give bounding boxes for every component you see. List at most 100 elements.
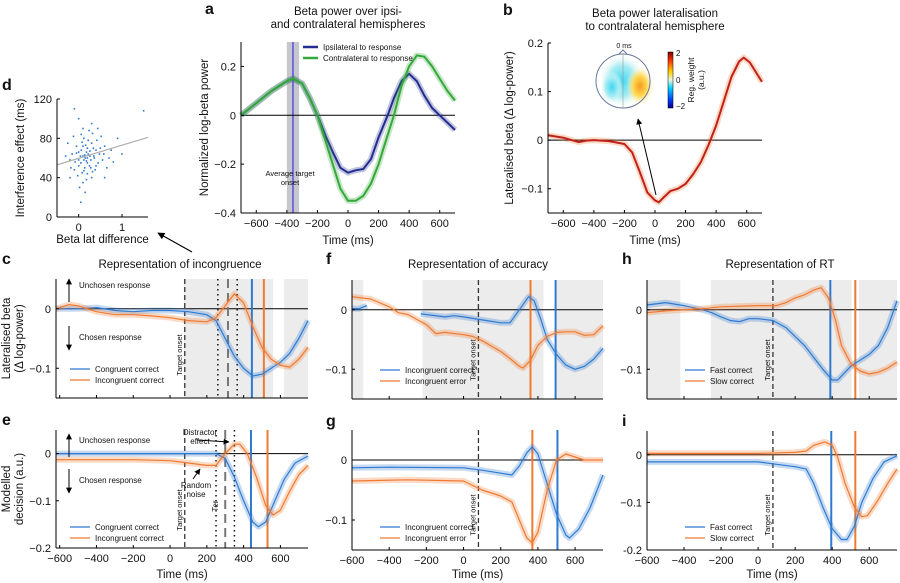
scatter-point: [88, 165, 91, 167]
colorbar-tick: −2: [676, 102, 686, 111]
scatter-point: [73, 108, 76, 110]
series-error-band: [647, 453, 899, 543]
panel-title: Representation of accuracy: [408, 259, 548, 271]
scatter-point: [121, 153, 123, 155]
x-tick-label: 400: [823, 555, 841, 567]
scatter-point: [71, 153, 73, 155]
y-tick-label: 0: [636, 305, 642, 317]
legend-label: Contralateral to response: [323, 54, 413, 63]
x-tick-label: −400: [84, 553, 109, 565]
panel-label-a: a: [205, 1, 214, 18]
x-tick-label: 200: [198, 553, 216, 565]
scatter-point: [90, 122, 93, 125]
scatter-point: [142, 110, 145, 112]
series-error-band: [239, 52, 458, 204]
scatter-point: [80, 149, 83, 151]
scatter-point: [103, 145, 106, 147]
scatter-point: [85, 178, 88, 181]
scatter-point: [80, 162, 82, 164]
x-tick-label: −600: [551, 218, 576, 230]
scatter-point: [72, 135, 75, 138]
scatter-point: [64, 155, 67, 157]
scatter-point: [110, 149, 112, 151]
scatter-point: [86, 157, 89, 159]
scatter-point: [97, 162, 99, 164]
annotation-random-noise: noise: [186, 490, 206, 499]
scatter-point: [85, 160, 88, 162]
significance-shading: [710, 280, 852, 399]
x-tick-label: −200: [121, 553, 146, 565]
y-tick-label: 0: [46, 212, 52, 224]
annotation-unchosen-response: Unchosen response: [79, 281, 151, 290]
scatter-point: [69, 159, 71, 161]
panel-label-g: g: [326, 413, 336, 430]
x-tick-label: 400: [707, 218, 725, 230]
panel-title: to contralateral hemisphere: [585, 21, 724, 33]
significance-shading: [859, 280, 897, 399]
y-tick-label: −0.1: [521, 184, 543, 196]
annotation-target-onset: Target onset: [468, 338, 477, 380]
series-line-0: [351, 446, 604, 539]
panel-g: g Incongruent correct Incongruent error −60…: [325, 413, 606, 581]
scatter-point: [86, 147, 89, 149]
x-tick-label: 600: [738, 218, 756, 230]
scatter-point: [90, 142, 93, 145]
x-tick-label: 400: [234, 553, 252, 565]
scatter-point: [75, 152, 78, 154]
y-axis-label: decision (a.u.): [14, 453, 26, 525]
legend-label: Congruent correct: [95, 523, 160, 532]
x-tick-label: 600: [566, 555, 584, 567]
scatter-point: [85, 151, 88, 153]
legend-label: Fast correct: [710, 366, 753, 375]
significance-shading: [647, 280, 681, 399]
panel-title: and contralateral hemispheres: [271, 19, 426, 31]
scatter-point: [88, 129, 90, 132]
x-axis-label: Time (ms): [156, 569, 207, 581]
legend-label: Slow correct: [710, 377, 755, 386]
x-axis-label: Time (ms): [322, 235, 373, 247]
scatter-point: [92, 147, 95, 149]
x-tick-label: −600: [340, 555, 365, 567]
y-tick-label: 0.2: [221, 61, 236, 73]
significance-shading: [352, 280, 364, 399]
scatter-point: [87, 139, 89, 142]
panel-e: e Congruent correct Incongruent correct −60…: [1, 412, 311, 581]
y-tick-label: 0: [537, 135, 543, 147]
panel-label-h: h: [622, 251, 632, 268]
legend-label: Slow correct: [710, 534, 755, 543]
scatter-point: [82, 145, 84, 147]
series-line-0: [646, 300, 898, 381]
scatter-point: [86, 172, 89, 175]
scatter-point: [87, 153, 89, 155]
arrow-to-panel-d-icon: [157, 232, 193, 253]
panel-title: Beta power over ipsi-: [294, 6, 402, 18]
scatter-point: [112, 161, 115, 163]
panel-title: Representation of RT: [725, 259, 834, 271]
x-tick-label: 0: [76, 222, 82, 234]
y-tick-label: −0.2: [29, 543, 51, 555]
x-tick-label: 400: [400, 218, 418, 230]
annotation-random-noise: Random: [181, 481, 212, 490]
panel-label-c: c: [2, 251, 11, 268]
scatter-point: [81, 141, 83, 144]
annotation-distractor-effect: effect: [190, 437, 210, 446]
scatter-point: [89, 150, 91, 152]
scatter-point: [84, 144, 87, 147]
colorbar: [667, 51, 674, 109]
colorbar-tick: 0: [676, 76, 681, 85]
panel-title: Beta power lateralisation: [592, 8, 718, 20]
x-tick-label: 0: [755, 555, 761, 567]
x-axis-label: Time (ms): [746, 569, 797, 581]
panel-a: a Ipsilateral to response Contralateral to…: [199, 1, 458, 247]
legend-label: Fast correct: [710, 523, 753, 532]
scatter-point: [100, 135, 102, 138]
scatter-point: [84, 157, 86, 159]
colorbar-tick: 2: [676, 49, 681, 58]
x-axis-label: Time (ms): [629, 235, 680, 247]
series-line-0: [56, 307, 309, 377]
arrow-icon: [636, 118, 657, 196]
x-tick-label: −200: [305, 218, 330, 230]
series-line-0: [56, 453, 309, 528]
